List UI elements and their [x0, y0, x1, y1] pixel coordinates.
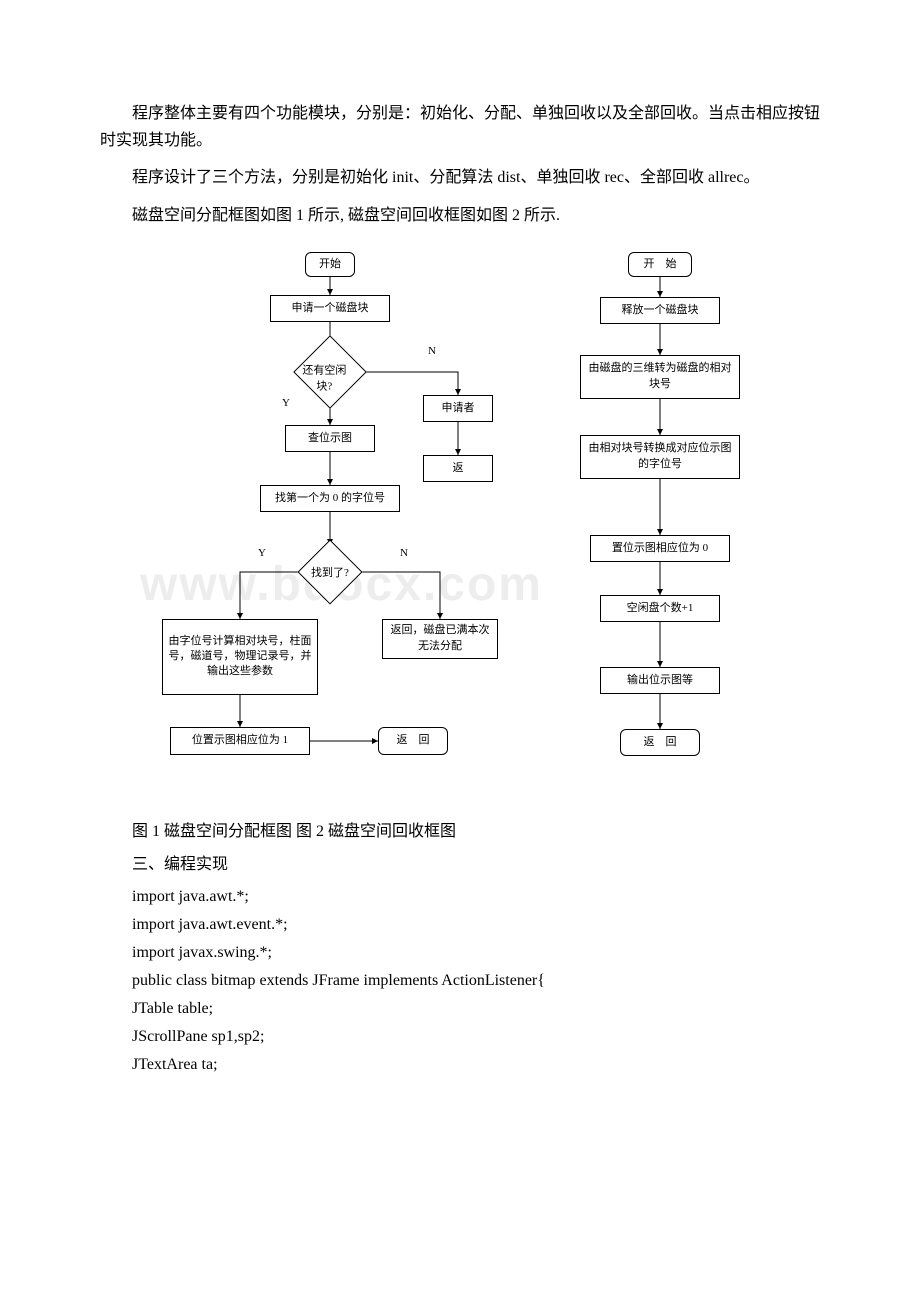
paragraph-1: 程序整体主要有四个功能模块，分别是：初始化、分配、单独回收以及全部回收。当点击相…	[100, 100, 820, 154]
label-n2: N	[400, 547, 408, 559]
node-has-free: 还有空闲块?	[293, 335, 367, 409]
label-y1: Y	[282, 397, 290, 409]
node-start: 开始	[305, 252, 355, 277]
code-line-6: JScrollPane sp1,sp2;	[100, 1028, 820, 1046]
node-output-bitmap: 输出位示图等	[600, 667, 720, 694]
code-line-5: JTable table;	[100, 1000, 820, 1018]
code-line-7: JTextArea ta;	[100, 1056, 820, 1074]
figure-captions: 图 1 磁盘空间分配框图 图 2 磁盘空间回收框图	[100, 817, 820, 841]
node-free-plus-1: 空闲盘个数+1	[600, 595, 720, 622]
node-find-first-zero: 找第一个为 0 的字位号	[260, 485, 400, 512]
node-set-bit-1: 位置示图相应位为 1	[170, 727, 310, 755]
code-line-2: import java.awt.event.*;	[100, 916, 820, 934]
code-line-3: import javax.swing.*;	[100, 944, 820, 962]
paragraph-3: 磁盘空间分配框图如图 1 所示, 磁盘空间回收框图如图 2 所示.	[100, 202, 820, 229]
node-return-end: 返 回	[378, 727, 448, 755]
node-return-short: 返	[423, 455, 493, 482]
code-line-1: import java.awt.*;	[100, 888, 820, 906]
code-line-4: public class bitmap extends JFrame imple…	[100, 972, 820, 990]
label-n1: N	[428, 345, 436, 357]
flowchart-recycle: 开 始 释放一个磁盘块 由磁盘的三维转为磁盘的相对块号 由相对块号转换成对应位示…	[550, 247, 770, 787]
node-request-block: 申请一个磁盘块	[270, 295, 390, 322]
node-disk-full: 返回，磁盘已满本次无法分配	[382, 619, 498, 659]
node-compute-params: 由字位号计算相对块号，柱面号，磁道号，物理记录号，并输出这些参数	[162, 619, 318, 695]
section-3-heading: 三、编程实现	[100, 851, 820, 878]
paragraph-2: 程序设计了三个方法，分别是初始化 init、分配算法 dist、单独回收 rec…	[100, 164, 820, 191]
node-block-to-bit: 由相对块号转换成对应位示图的字位号	[580, 435, 740, 479]
node-return-r: 返 回	[620, 729, 700, 756]
node-3d-to-block: 由磁盘的三维转为磁盘的相对块号	[580, 355, 740, 399]
label-y2: Y	[258, 547, 266, 559]
node-set-bit-0: 置位示图相应位为 0	[590, 535, 730, 562]
node-applicant: 申请者	[423, 395, 493, 422]
flowchart-container: www.bdocx.com	[100, 247, 820, 787]
flowchart-allocate: www.bdocx.com	[150, 247, 510, 787]
node-release-block: 释放一个磁盘块	[600, 297, 720, 324]
node-start-r: 开 始	[628, 252, 692, 277]
node-check-bitmap: 查位示图	[285, 425, 375, 452]
node-found: 找到了?	[297, 539, 362, 604]
